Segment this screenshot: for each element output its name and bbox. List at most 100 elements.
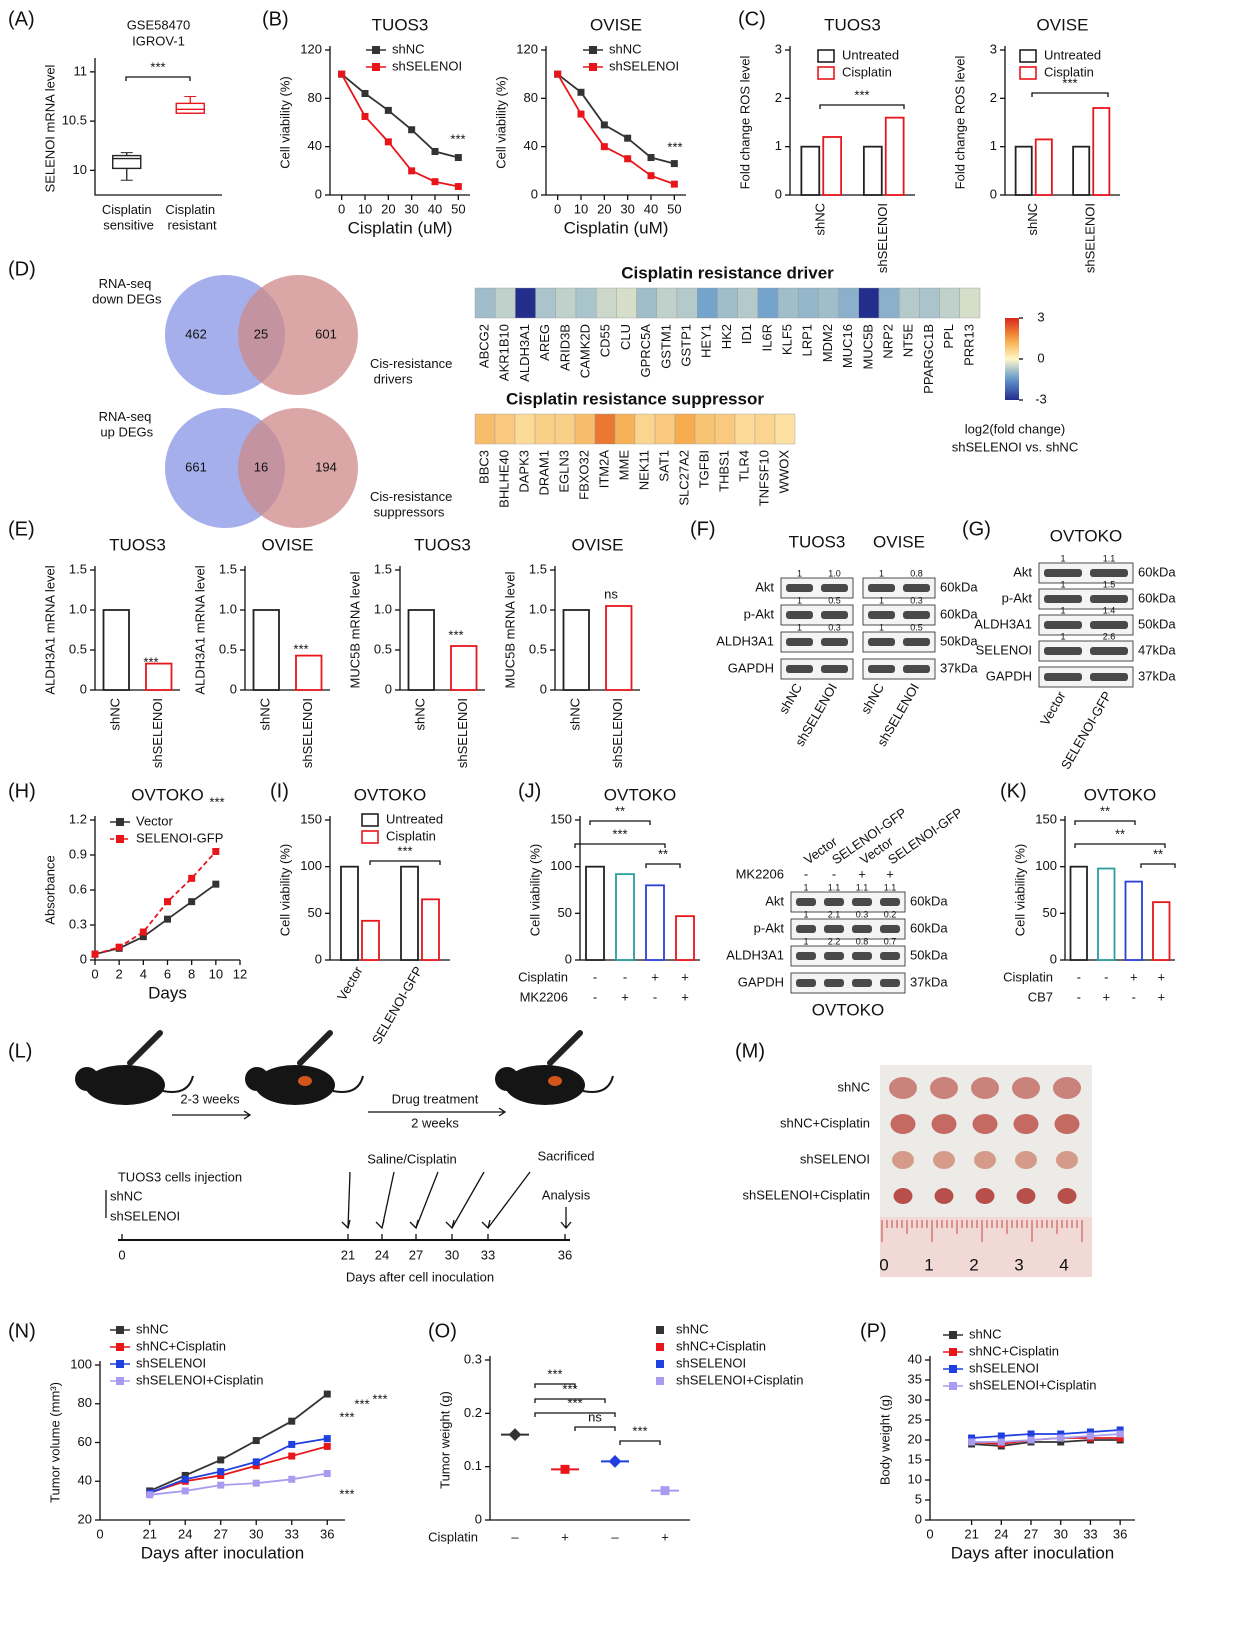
blot-band [1044,569,1082,577]
point [1116,1426,1124,1434]
x-tick-label: 40 [428,201,442,216]
y-tick-label: 50 [558,905,572,920]
bar [862,145,883,196]
heatmap-cell [474,287,496,319]
blot-row-label: p-Akt [754,920,785,935]
blot-band [796,952,816,960]
blot-frame [780,577,854,599]
blot-quant: 1.1 [884,882,897,892]
condition-mark: + [651,969,659,984]
chart-title: OVISE [572,535,624,554]
gene-label: ITM2A [596,450,611,489]
y-axis-label: Body weight (g) [877,1395,892,1485]
legend-label: shSELENOI [676,1355,746,1370]
x-axis-label: Days after inoculation [141,1543,304,1562]
bar [361,919,380,961]
y-tick-label: 0 [775,186,782,201]
blot-size: 60kDa [910,920,948,935]
y-tick-label: 1.5 [69,561,87,576]
heatmap-title: Cisplatin resistance suppressor [506,389,764,408]
venn-label: RNA-seq down DEGs [89,276,162,307]
arrow [409,1171,439,1230]
panel-label: (N) [8,1320,36,1342]
y-tick-label: 50 [308,905,322,920]
blot-row-label: GAPDH [738,974,784,989]
blot-quant: 0.8 [856,936,869,946]
heatmap-cell [575,287,597,319]
arrow [368,1107,507,1117]
ruler-label: 4 [1059,1255,1068,1274]
bracket [125,76,191,81]
blot-band [1090,621,1128,629]
point [181,1487,189,1495]
blot-quant: 1 [879,568,884,578]
blot-frame [1038,666,1134,688]
x-tick-label: 33 [1083,1526,1097,1541]
annotation: *** [448,627,463,642]
legend-label: Untreated [386,811,443,826]
colorbar-label: shSELENOI vs. shNC [952,439,1078,454]
blot-band [903,584,930,592]
blot-band [852,952,872,960]
timeline-label: 21 [341,1247,355,1262]
x-tick-label: 40 [644,201,658,216]
bar [407,609,435,691]
condition-mark: - [1132,989,1136,1004]
venn-diagrams [165,275,358,528]
x-tick-label: 36 [320,1526,334,1541]
tumor-photo [1013,1114,1039,1134]
heatmap-cell [554,413,576,445]
legend-label: Untreated [1044,47,1101,62]
legend-marker [116,818,124,826]
point [577,88,585,96]
heatmap-cell [636,287,657,319]
point [212,880,220,888]
point [323,1470,331,1477]
y-tick-label: 150 [300,811,322,826]
panel-label: (I) [270,780,289,802]
y-axis-label: Cell viability (%) [277,844,292,936]
x-tick-label: 2 [116,966,123,981]
y-tick-label: 2 [775,90,782,105]
series-line [971,1433,1121,1443]
point [139,933,147,941]
photo-row-label: shNC+Cisplatin [780,1115,870,1130]
blot-quant: 2.2 [828,936,841,946]
bar [585,865,605,961]
x-tick-label: 10 [209,966,223,981]
bracket [534,1412,616,1417]
venn-count: 661 [185,459,207,474]
blot-quant: 1 [797,622,802,632]
heatmap-cell [674,413,696,445]
heatmap-cell [798,287,819,319]
x-tick-label: shSELENOI [455,698,470,768]
blot-quant: 1.1 [828,882,841,892]
gene-label: TLR4 [736,450,751,482]
heatmap-cell [594,413,616,445]
y-tick-label: 3 [990,41,997,56]
tumor-photo [975,1188,995,1204]
y-tick-label: 1.0 [374,601,392,616]
y-tick-label: 0.5 [529,641,547,656]
legend-marker [656,1326,664,1334]
ruler-label: 2 [969,1255,978,1274]
condition-mark: - [593,969,597,984]
point [1027,1430,1035,1438]
blot-band [821,665,848,673]
x-tick-label: 0 [554,201,561,216]
tumor-photo [972,1114,998,1134]
heatmap-cell [495,287,516,319]
condition-mark: – [611,1529,619,1544]
y-tick-label: 20 [78,1511,92,1526]
series-line [971,1439,1121,1447]
blot-quant: 1 [879,595,884,605]
y-tick-label: 10 [908,1471,922,1486]
heatmap-cell [634,413,656,445]
point [997,1432,1005,1440]
blot-quant: 1 [803,909,808,919]
x-axis-label: Days [148,983,187,1002]
blot-quant: 0.2 [884,909,897,919]
bracket [534,1383,576,1388]
blot-band [786,611,813,619]
y-tick-label: 100 [1035,858,1057,873]
